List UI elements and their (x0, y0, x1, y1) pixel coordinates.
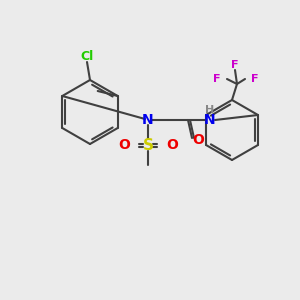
Text: N: N (142, 113, 154, 127)
Text: H: H (206, 105, 214, 115)
Text: O: O (118, 138, 130, 152)
Text: O: O (192, 133, 204, 147)
Text: O: O (166, 138, 178, 152)
Text: S: S (142, 137, 154, 152)
Text: F: F (251, 74, 259, 84)
Text: Cl: Cl (80, 50, 94, 62)
Text: N: N (204, 113, 216, 127)
Text: F: F (213, 74, 221, 84)
Text: F: F (231, 60, 239, 70)
